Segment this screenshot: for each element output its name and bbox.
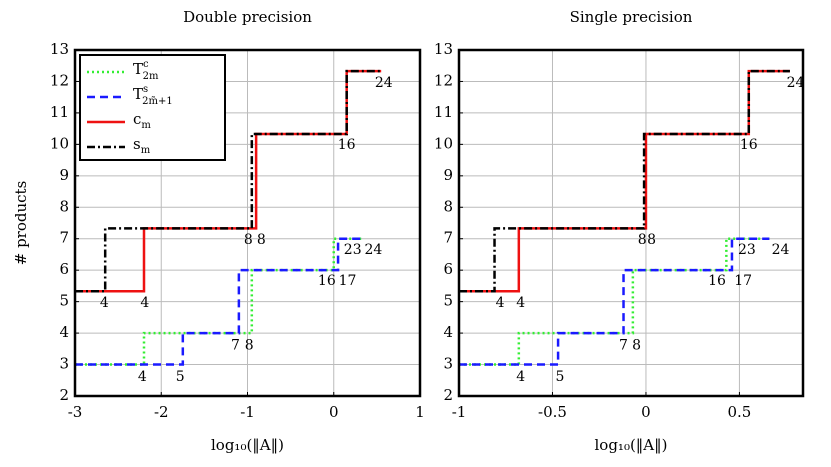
y-tick-label: 10	[50, 134, 69, 152]
annotation: 5	[555, 369, 564, 385]
legend-box	[79, 54, 226, 161]
annotation: 23	[344, 242, 362, 258]
step-line	[75, 237, 362, 366]
x-axis-label: log₁₀(‖A‖)	[595, 436, 668, 454]
annotation: 16	[318, 273, 336, 289]
y-tick-label: 7	[443, 229, 453, 247]
x-tick-label: -1	[240, 403, 255, 421]
y-tick-label: 9	[59, 166, 69, 184]
annotation: 4	[138, 369, 147, 385]
annotation: 16	[740, 137, 758, 153]
annotation: 8	[632, 338, 641, 354]
annotation: 23	[738, 242, 756, 258]
y-axis-label: # products	[12, 181, 30, 266]
x-tick-label: -0.5	[538, 403, 567, 421]
y-tick-label: 7	[59, 229, 69, 247]
y-tick-label: 3	[443, 355, 453, 373]
annotation: 24	[365, 242, 383, 258]
y-tick-label: 9	[443, 166, 453, 184]
y-tick-label: 12	[50, 71, 69, 89]
annotation: 24	[787, 75, 805, 91]
annotation: 8	[244, 232, 253, 248]
annotation: 4	[100, 295, 109, 311]
legend-label: cm	[133, 110, 151, 131]
x-tick-label: 0	[641, 403, 651, 421]
step-line	[75, 69, 382, 293]
y-tick-label: 5	[443, 292, 453, 310]
y-tick-label: 11	[50, 103, 69, 121]
annotation: 8	[638, 232, 647, 248]
step-line	[459, 237, 770, 366]
y-tick-label: 4	[443, 323, 453, 341]
x-tick-label: -3	[68, 403, 83, 421]
annotation: 4	[496, 295, 505, 311]
step-line	[459, 69, 790, 293]
y-tick-label: 3	[59, 355, 69, 373]
annotation: 16	[338, 137, 356, 153]
legend-name: s	[133, 135, 141, 153]
legend-sub: m	[141, 120, 151, 131]
legend-name: c	[133, 110, 141, 128]
plot-frame	[73, 48, 422, 398]
y-tick-label: 13	[50, 40, 69, 58]
annotation: 5	[176, 369, 185, 385]
plot-frame	[457, 48, 805, 398]
chart-title: Single precision	[570, 8, 693, 26]
y-tick-label: 6	[443, 260, 453, 278]
step-line	[459, 237, 770, 366]
legend-label: Tc 2m	[133, 59, 159, 82]
legend-sub: m	[141, 145, 151, 156]
x-axis-label: log₁₀(‖A‖)	[211, 436, 284, 454]
annotation: 8	[245, 338, 254, 354]
annotation: 4	[516, 369, 525, 385]
y-tick-label: 2	[443, 386, 453, 404]
annotation: 4	[516, 295, 525, 311]
legend-sup: c	[143, 59, 149, 70]
y-tick-label: 5	[59, 292, 69, 310]
x-tick-label: 1	[415, 403, 425, 421]
legend-sub: 2m̃+1	[142, 96, 173, 107]
x-tick-label: -2	[154, 403, 169, 421]
annotation: 17	[339, 273, 357, 289]
x-tick-label: -1	[452, 403, 467, 421]
legend-sup: s	[143, 84, 148, 95]
y-tick-label: 8	[443, 197, 453, 215]
y-tick-label: 13	[434, 40, 453, 58]
annotation: 16	[708, 273, 726, 289]
y-tick-label: 4	[59, 323, 69, 341]
x-tick-label: 0.5	[728, 403, 752, 421]
legend-label: Ts 2m̃+1	[133, 84, 173, 107]
legend-name: T	[133, 60, 143, 78]
legend-label: sm	[133, 135, 151, 156]
annotation: 24	[772, 242, 790, 258]
x-tick-label: 0	[329, 403, 339, 421]
y-tick-label: 8	[59, 197, 69, 215]
chart-title: Double precision	[183, 8, 312, 26]
annotation: 7	[619, 338, 628, 354]
annotation: 24	[375, 75, 393, 91]
y-tick-label: 2	[59, 386, 69, 404]
annotation: 8	[257, 232, 266, 248]
annotation: 8	[647, 232, 656, 248]
y-tick-label: 10	[434, 134, 453, 152]
legend-sub: 2m	[143, 71, 159, 82]
y-tick-label: 12	[434, 71, 453, 89]
step-line	[459, 69, 790, 293]
annotation: 7	[231, 338, 240, 354]
legend-name: T	[133, 85, 143, 103]
annotation: 17	[734, 273, 752, 289]
y-tick-label: 6	[59, 260, 69, 278]
y-tick-label: 11	[434, 103, 453, 121]
annotation: 4	[140, 295, 149, 311]
